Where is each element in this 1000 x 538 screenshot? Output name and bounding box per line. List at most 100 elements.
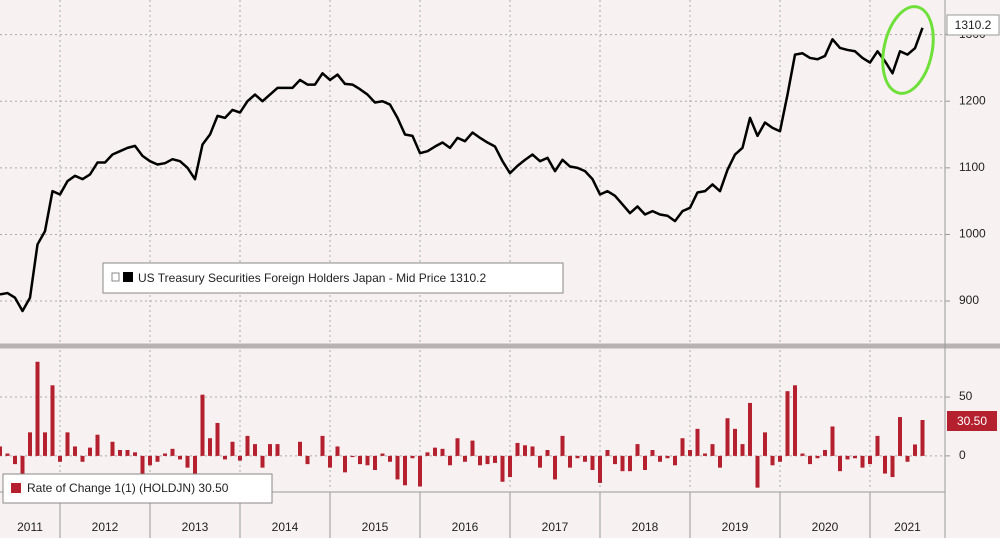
y-tick-label: 1000 xyxy=(959,227,986,241)
bar xyxy=(808,455,812,465)
bar xyxy=(890,455,895,478)
bar xyxy=(50,385,55,456)
bar xyxy=(95,434,100,456)
bar xyxy=(898,417,902,456)
bar xyxy=(433,447,437,456)
bar xyxy=(628,455,632,472)
bar xyxy=(298,441,302,456)
y-tick-label: 0 xyxy=(959,448,966,462)
bar xyxy=(373,455,377,470)
bar xyxy=(410,455,415,459)
highlight-ellipse xyxy=(881,5,935,95)
bar xyxy=(470,440,475,456)
bar xyxy=(110,441,115,456)
bar xyxy=(695,428,700,456)
y-tick-label: 1200 xyxy=(959,93,986,107)
bar xyxy=(230,441,235,456)
bar xyxy=(748,402,752,456)
x-tick-label: 2014 xyxy=(272,520,299,534)
bar xyxy=(853,455,857,459)
bar xyxy=(688,450,692,456)
legend-name: US Treasury Securities Foreign Holders J… xyxy=(138,271,446,285)
bar xyxy=(35,361,40,456)
x-tick-label: 2018 xyxy=(632,520,659,534)
bar xyxy=(823,450,827,456)
bar xyxy=(658,455,662,462)
bar xyxy=(620,455,625,472)
bar xyxy=(365,455,370,466)
bar xyxy=(500,455,505,482)
bar xyxy=(268,444,272,456)
bar xyxy=(883,455,887,474)
bar xyxy=(905,455,910,462)
bar xyxy=(545,450,550,456)
last-value-tag xyxy=(946,14,1000,36)
last-value: 1310.2 xyxy=(955,18,992,32)
bar xyxy=(65,432,70,456)
bar xyxy=(785,391,790,456)
bar xyxy=(920,420,925,456)
x-tick-label: 2020 xyxy=(812,520,839,534)
x-tick-label: 2017 xyxy=(542,520,569,534)
bar xyxy=(733,428,737,456)
legend-entry: Rate of Change 1(1) (HOLDJN) 30.50 xyxy=(27,481,229,495)
bar xyxy=(425,452,430,456)
bar xyxy=(463,455,467,462)
bar xyxy=(703,453,707,456)
bar xyxy=(118,450,122,456)
bar xyxy=(598,455,602,483)
legend-toggle xyxy=(111,272,120,282)
bar xyxy=(388,455,392,462)
bar xyxy=(328,455,332,468)
legend-value: 1310.2 xyxy=(449,271,486,285)
bar xyxy=(80,455,85,462)
bar xyxy=(238,455,242,461)
bar xyxy=(403,455,407,486)
bar xyxy=(673,455,677,466)
bar xyxy=(875,435,880,456)
bar xyxy=(5,453,10,456)
bar xyxy=(170,448,175,456)
x-tick-label: 2015 xyxy=(362,520,389,534)
bar xyxy=(0,446,2,456)
bar xyxy=(493,455,497,463)
x-tick-label: 2013 xyxy=(182,520,209,534)
bar xyxy=(718,455,722,468)
bar xyxy=(665,455,670,459)
bar xyxy=(43,432,47,456)
bar xyxy=(755,455,760,488)
bar xyxy=(845,455,850,460)
bar xyxy=(575,455,580,459)
bar xyxy=(185,455,190,468)
bar xyxy=(440,448,445,456)
bar xyxy=(650,450,655,456)
bar xyxy=(350,455,355,458)
bar xyxy=(155,455,160,462)
legend-entry: US Treasury Securities Foreign Holders J… xyxy=(138,271,486,285)
bar xyxy=(20,455,25,480)
y-tick-label: 900 xyxy=(959,293,979,307)
legend xyxy=(102,262,564,294)
bar xyxy=(815,455,820,459)
bar xyxy=(680,438,685,456)
bar xyxy=(275,444,280,456)
bar xyxy=(73,446,77,456)
marks: 2011 2012 2013 2014 2015 2016 2017 2018 2019 2020… xyxy=(0,27,986,534)
x-tick-label: 2012 xyxy=(92,520,119,534)
bar xyxy=(178,455,182,460)
bar xyxy=(710,444,715,456)
bar xyxy=(643,455,647,470)
bar xyxy=(253,444,257,456)
last-value: 30.50 xyxy=(957,414,987,428)
bar xyxy=(358,455,362,465)
bar xyxy=(448,455,452,466)
legend-value: 30.50 xyxy=(198,481,228,495)
bar xyxy=(605,450,610,456)
bar xyxy=(868,455,872,465)
bar xyxy=(725,418,730,456)
bar xyxy=(538,455,542,468)
bar xyxy=(530,446,535,456)
bar xyxy=(418,455,422,487)
bar xyxy=(260,455,265,468)
